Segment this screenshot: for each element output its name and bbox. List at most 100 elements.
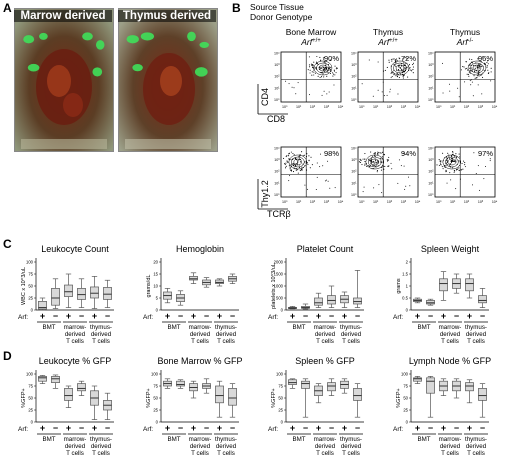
flow-event-dot — [396, 75, 398, 77]
flow-event-dot — [307, 69, 309, 71]
flow-event-dot — [308, 64, 311, 66]
flow-event-dot — [489, 158, 491, 160]
box-iqr — [413, 377, 422, 382]
flow-event-dot — [450, 157, 453, 159]
flow-event-dot — [292, 171, 295, 173]
flow-plot-frame — [280, 51, 342, 103]
box-iqr — [77, 383, 86, 392]
flow-event-dot — [487, 60, 489, 62]
flow-event-dot — [398, 76, 400, 79]
flow-event-dot — [289, 175, 291, 177]
flow-event-dot — [390, 77, 392, 79]
flow-event-dot — [400, 68, 403, 70]
flow-event-dot — [327, 69, 329, 71]
flow-event-dot — [474, 70, 476, 73]
flow-event-dot — [381, 192, 383, 194]
group-label: BMT — [42, 324, 55, 331]
flow-event-dot — [372, 156, 374, 158]
panel-letter-b: B — [232, 1, 241, 15]
box-chart-y-tick-label: 25 — [278, 408, 283, 413]
flow-y-tick-label: 10³ — [428, 63, 434, 67]
flow-event-dot — [391, 60, 393, 62]
flow-event-dot — [372, 95, 374, 97]
flow-y-axis-label: CD4 — [260, 88, 270, 106]
box-iqr — [176, 380, 185, 387]
flow-percent-label: 90% — [324, 54, 339, 63]
arf-sign: + — [415, 423, 420, 433]
box-chart-title: Spleen Weight — [421, 244, 480, 254]
flow-event-dot — [447, 164, 449, 166]
box-iqr — [465, 382, 474, 392]
flow-event-dot — [311, 71, 313, 73]
flow-x-tick-label: 10³ — [324, 105, 330, 109]
flow-event-dot — [439, 163, 442, 165]
flow-y-tick-label: 10⁴ — [428, 146, 434, 150]
flow-event-dot — [448, 165, 450, 167]
flow-y-tick-label: 10¹ — [428, 86, 434, 90]
flow-event-dot — [370, 161, 372, 163]
flow-event-dot — [446, 161, 448, 163]
flow-x-tick-label: 10⁴ — [492, 105, 498, 109]
flow-event-dot — [373, 153, 375, 155]
flow-event-dot — [313, 61, 315, 63]
arf-sign: + — [191, 311, 196, 321]
flow-event-dot — [403, 74, 405, 76]
flow-event-dot — [308, 56, 310, 58]
flow-event-dot — [384, 165, 386, 168]
arf-sign: − — [329, 311, 334, 321]
flow-event-dot — [475, 69, 477, 71]
flow-event-dot — [464, 81, 466, 83]
flow-event-dot — [363, 186, 365, 188]
flow-event-dot — [450, 163, 452, 165]
flow-event-dot — [446, 160, 448, 162]
flow-event-dot — [322, 73, 324, 75]
box-chart-y-tick-label: 0 — [406, 308, 409, 313]
marrow-derived-photo — [14, 8, 114, 152]
flow-event-dot — [286, 160, 288, 162]
flow-header-line2: Donor Genotype — [250, 12, 313, 22]
box-chart-y-tick-label: 75 — [28, 384, 33, 389]
box-chart-y-tick-label: 50 — [28, 284, 33, 289]
flow-event-dot — [487, 72, 489, 75]
box-chart-y-tick-label: 100 — [151, 372, 159, 377]
flow-y-tick-label: 10¹ — [428, 181, 434, 185]
flow-event-dot — [458, 160, 460, 162]
flow-event-dot — [374, 161, 376, 163]
flow-event-dot — [380, 152, 382, 154]
flow-event-dot — [333, 73, 335, 75]
group-label: derived — [440, 443, 461, 450]
box-chart-y-tick-label: 2000 — [274, 260, 284, 265]
flow-x-tick-label: 10⁴ — [338, 200, 344, 204]
flow-event-dot — [329, 187, 331, 189]
box-iqr — [478, 295, 487, 304]
arf-sign: + — [66, 311, 71, 321]
flow-event-dot — [474, 67, 476, 69]
flow-x-tick-label: 10² — [387, 105, 393, 109]
box-chart-y-tick-label: 50 — [153, 396, 158, 401]
flow-event-dot — [285, 162, 287, 164]
box-chart-y-tick-label: 2 — [406, 260, 409, 265]
box-iqr — [38, 301, 47, 310]
gfp-spot — [96, 40, 105, 50]
flow-event-dot — [374, 159, 377, 161]
flow-event-dot — [481, 56, 483, 58]
flow-y-tick-label: 10⁰ — [351, 98, 357, 102]
group-label: BMT — [417, 436, 430, 443]
flow-event-dot — [375, 161, 377, 164]
flow-event-dot — [449, 172, 451, 174]
flow-y-tick-label: 10³ — [351, 63, 357, 67]
flow-event-dot — [490, 67, 492, 69]
flow-event-dot — [396, 72, 398, 74]
flow-event-dot — [402, 152, 404, 154]
flow-event-dot — [290, 164, 292, 166]
flow-event-dot — [387, 160, 389, 162]
flow-event-dot — [326, 75, 328, 77]
group-label: T cells — [441, 450, 459, 457]
arf-row-label: Arf: — [393, 314, 403, 321]
flow-event-dot — [456, 156, 458, 159]
flow-event-dot — [388, 59, 390, 61]
flow-event-dot — [325, 70, 327, 72]
flow-event-dot — [309, 66, 311, 68]
flow-x-axis-label: TCRβ — [267, 209, 291, 219]
flow-event-dot — [297, 162, 299, 164]
